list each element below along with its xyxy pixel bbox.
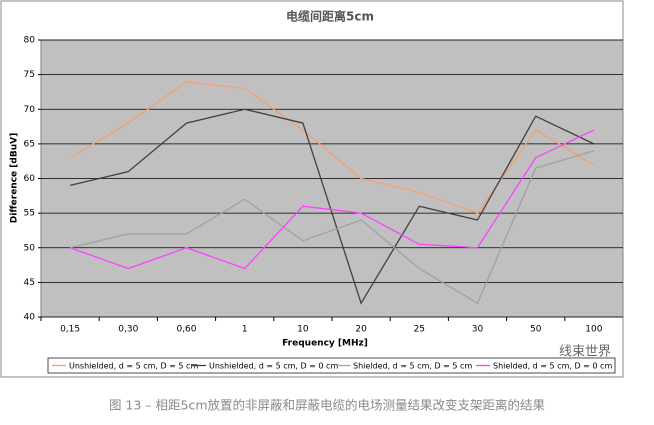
y-axis-label: Difference [dBuV] — [10, 133, 20, 223]
x-tick-label: 0,30 — [118, 325, 138, 335]
y-tick-label: 70 — [24, 105, 36, 115]
legend-box — [47, 357, 616, 374]
caption: 图 13 – 相距5cm放置的非屏蔽和屏蔽电缆的电场测量结果改变支架距离的结果 — [109, 398, 546, 413]
watermark: 线束世界 — [559, 345, 611, 360]
series-line — [69, 150, 595, 305]
series-line — [69, 108, 595, 305]
x-tick-label: 30 — [472, 325, 484, 335]
y-tick-label: 60 — [24, 174, 36, 184]
series-line — [69, 129, 595, 270]
x-tick-label: 10 — [297, 325, 309, 335]
series-line — [69, 80, 595, 214]
y-tick-label: 55 — [24, 209, 35, 219]
y-tick-label: 65 — [24, 139, 35, 149]
x-tick-label: 100 — [585, 325, 602, 335]
y-tick-label: 80 — [24, 36, 36, 46]
y-tick-label: 40 — [24, 313, 36, 323]
legend-label: Unshielded, d = 5 cm, D = 5 cm — [69, 362, 198, 371]
x-tick-label: 0,15 — [60, 325, 80, 335]
legend-label: Shielded, d = 5 cm, D = 5 cm — [353, 362, 472, 371]
x-tick-label: 20 — [355, 325, 367, 335]
x-tick-label: 50 — [530, 325, 542, 335]
x-tick-label: 1 — [242, 325, 248, 335]
chart-title: 电缆间距离5cm — [286, 9, 374, 24]
x-tick-label: 0,60 — [176, 325, 196, 335]
x-axis-label: Frequency [MHz] — [282, 339, 368, 349]
x-tick-label: 25 — [414, 325, 425, 335]
y-tick-label: 45 — [24, 278, 35, 288]
legend-label: Unshielded, d = 5 cm, D = 0 cm — [209, 362, 338, 371]
legend-label: Shielded, d = 5 cm, D = 0 cm — [493, 362, 612, 371]
y-tick-label: 75 — [24, 70, 35, 80]
y-tick-label: 50 — [24, 243, 36, 253]
